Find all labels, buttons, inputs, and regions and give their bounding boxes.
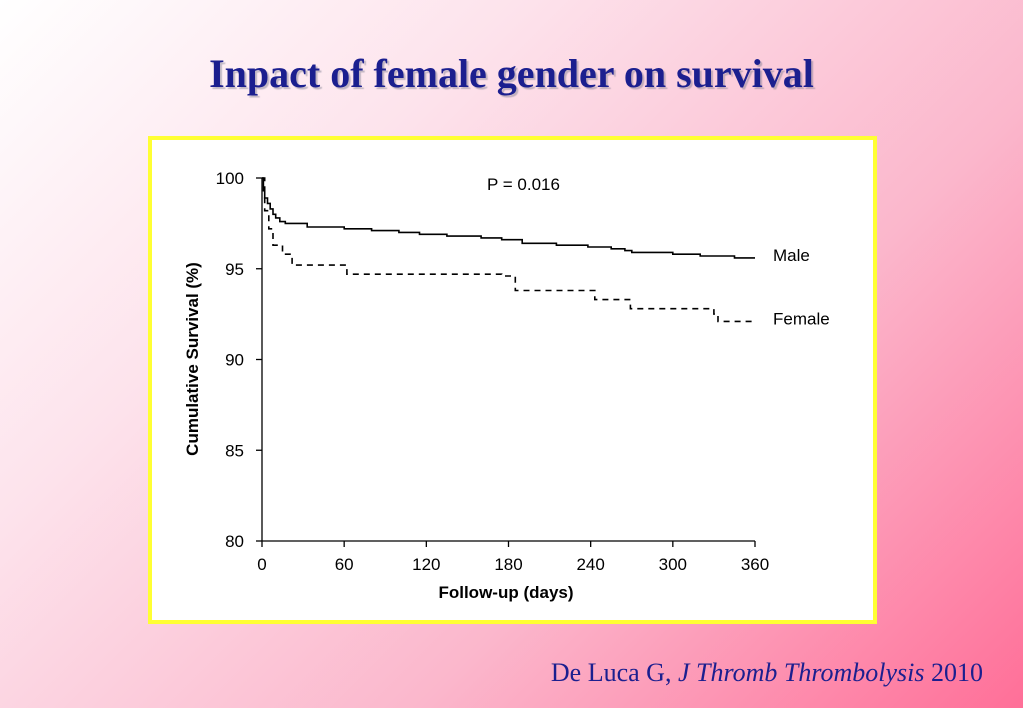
y-tick-label: 80: [225, 532, 244, 551]
citation-year: 2010: [924, 658, 983, 687]
x-tick-label: 360: [741, 555, 769, 574]
x-tick-label: 300: [659, 555, 687, 574]
chart-frame: 80 85 90 95 100 0 60 120 180 240 300 360 Male Female…: [148, 136, 877, 624]
x-tick-label: 0: [257, 555, 266, 574]
series-label-female: Female: [773, 309, 830, 328]
series-label-male: Male: [773, 246, 810, 265]
series-line-female: [262, 177, 755, 323]
p-value-annotation: P = 0.016: [487, 175, 560, 194]
y-tick-label: 100: [216, 169, 244, 188]
x-tick-label: 180: [494, 555, 522, 574]
y-tick-label: 95: [225, 260, 244, 279]
x-axis-title: Follow-up (days): [438, 583, 573, 602]
citation-journal: J Thromb Thrombolysis: [677, 658, 925, 687]
citation-author: De Luca G,: [550, 658, 678, 687]
survival-chart: 80 85 90 95 100 0 60 120 180 240 300 360 Male Female…: [183, 169, 830, 602]
x-tick-label: 60: [335, 555, 354, 574]
x-tick-label: 120: [412, 555, 440, 574]
citation: De Luca G, J Thromb Thrombolysis 2010: [551, 658, 983, 688]
series-line-male: [262, 177, 755, 259]
slide-title: Inpact of female gender on survival: [209, 51, 814, 96]
y-axis-title: Cumulative Survival (%): [183, 262, 202, 456]
y-tick-label: 90: [225, 351, 244, 370]
x-tick-label: 240: [576, 555, 604, 574]
y-tick-label: 85: [225, 441, 244, 460]
